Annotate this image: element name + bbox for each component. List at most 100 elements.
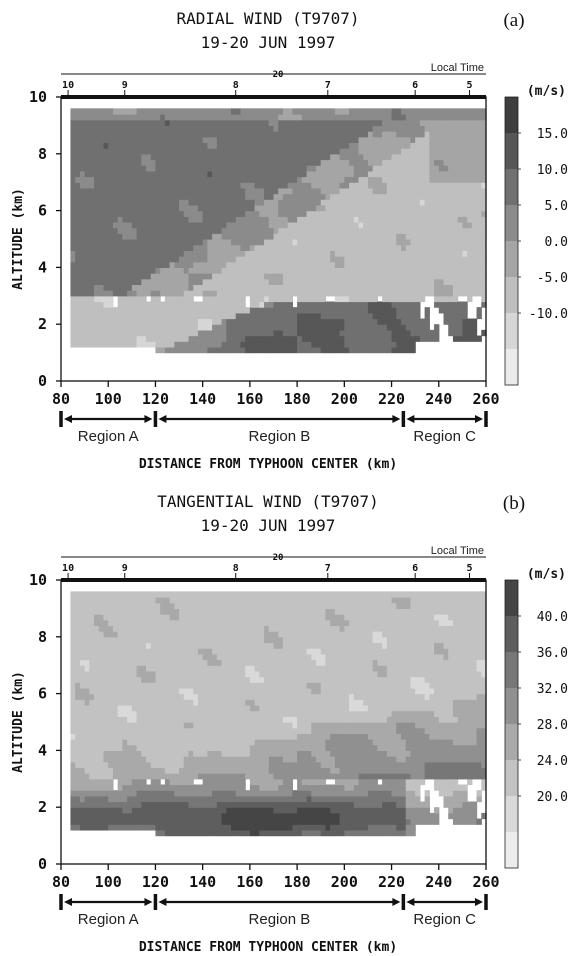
- heatmap-cell: [155, 687, 161, 695]
- heatmap-cell: [410, 284, 416, 291]
- heatmap-cell: [207, 335, 213, 342]
- heatmap-cell: [396, 346, 402, 354]
- colorbar: 15.010.05.00.0-5.0-10.0(m/s): [504, 84, 568, 386]
- heatmap-cell: [325, 187, 331, 195]
- heatmap-cell: [188, 653, 194, 661]
- heatmap-cell: [386, 335, 393, 342]
- heatmap-cell: [287, 346, 293, 354]
- heatmap-cell: [240, 346, 246, 354]
- heatmap-cell: [339, 244, 345, 251]
- heatmap-cell: [131, 739, 138, 746]
- heatmap-cell: [264, 221, 270, 229]
- heatmap-cell: [98, 324, 105, 331]
- heatmap-cell: [282, 165, 289, 172]
- heatmap-cell: [103, 278, 109, 286]
- heatmap-cell: [410, 125, 416, 132]
- heatmap-cell: [481, 290, 487, 297]
- heatmap-cell: [311, 233, 317, 240]
- heatmap-cell: [382, 301, 388, 308]
- heatmap-cell: [202, 812, 208, 820]
- heatmap-cell: [367, 210, 374, 217]
- heatmap-cell: [245, 193, 251, 200]
- heatmap-cell: [434, 210, 440, 217]
- heatmap-cell: [396, 176, 402, 183]
- heatmap-cell: [136, 716, 142, 723]
- heatmap-cell: [249, 221, 256, 229]
- heatmap-cell: [367, 318, 374, 325]
- heatmap-cell: [405, 114, 412, 121]
- heatmap-cell: [103, 210, 109, 217]
- heatmap-cell: [396, 250, 402, 257]
- heatmap-cell: [155, 710, 161, 717]
- heatmap-cell: [264, 318, 270, 325]
- heatmap-cell: [386, 329, 393, 337]
- heatmap-cell: [150, 767, 157, 774]
- heatmap-cell: [334, 119, 341, 126]
- heatmap-cell: [452, 170, 459, 178]
- heatmap-cell: [75, 659, 81, 666]
- heatmap-cell: [98, 704, 105, 712]
- heatmap-cell: [353, 341, 360, 348]
- heatmap-cell: [79, 659, 86, 666]
- heatmap-cell: [301, 324, 308, 331]
- heatmap-cell: [160, 250, 166, 257]
- heatmap-cell: [363, 131, 369, 138]
- heatmap-cell: [278, 204, 284, 212]
- heatmap-cell: [150, 165, 157, 172]
- heatmap-cell: [452, 227, 459, 234]
- heatmap-cell: [164, 790, 171, 797]
- heatmap-cell: [344, 153, 350, 161]
- heatmap-cell: [287, 204, 293, 212]
- x-tick-label: 180: [284, 390, 311, 408]
- heatmap-cell: [188, 176, 194, 183]
- heatmap-cell: [136, 273, 142, 280]
- heatmap-cell: [462, 301, 468, 308]
- heatmap-cell: [197, 204, 204, 212]
- heatmap-cell: [320, 239, 327, 246]
- heatmap-cell: [481, 221, 487, 229]
- heatmap-cell: [84, 778, 90, 786]
- heatmap-cell: [108, 795, 114, 803]
- heatmap-cell: [79, 324, 86, 331]
- heatmap-cell: [462, 312, 468, 320]
- heatmap-cell: [131, 170, 138, 178]
- heatmap-cell: [419, 210, 426, 217]
- heatmap-cell: [183, 335, 190, 342]
- heatmap-cell: [287, 239, 293, 246]
- heatmap-cell: [174, 591, 180, 598]
- heatmap-cell: [122, 733, 128, 740]
- heatmap-cell: [443, 221, 449, 229]
- heatmap-cell: [131, 273, 138, 280]
- heatmap-cell: [264, 290, 270, 297]
- heatmap-cell: [231, 346, 237, 354]
- heatmap-cell: [75, 619, 81, 627]
- heatmap-cell: [75, 324, 81, 331]
- heatmap-cell: [174, 125, 180, 132]
- heatmap-cell: [127, 682, 133, 689]
- heatmap-cell: [103, 261, 109, 268]
- heatmap-cell: [183, 227, 190, 234]
- heatmap-cell: [282, 153, 289, 161]
- heatmap-cell: [264, 239, 270, 246]
- heatmap-cell: [401, 307, 407, 314]
- heatmap-cell: [70, 182, 76, 189]
- heatmap-cell: [339, 131, 345, 138]
- heatmap-cell: [377, 193, 383, 200]
- heatmap-cell: [353, 204, 360, 212]
- heatmap-cell: [207, 204, 213, 212]
- heatmap-cell: [169, 244, 175, 251]
- chart-title: RADIAL WIND (T9707): [176, 9, 359, 28]
- heatmap-cell: [84, 699, 90, 706]
- heatmap-cell: [240, 119, 246, 126]
- heatmap-cell: [216, 227, 223, 234]
- heatmap-cell: [339, 108, 345, 115]
- heatmap-cell: [434, 221, 440, 229]
- heatmap-cell: [292, 318, 298, 325]
- heatmap-cell: [316, 312, 322, 320]
- heatmap-cell: [155, 318, 161, 325]
- heatmap-cell: [160, 699, 166, 706]
- heatmap-cell: [169, 239, 175, 246]
- heatmap-cell: [155, 216, 161, 223]
- heatmap-cell: [188, 659, 194, 666]
- heatmap-cell: [141, 761, 147, 769]
